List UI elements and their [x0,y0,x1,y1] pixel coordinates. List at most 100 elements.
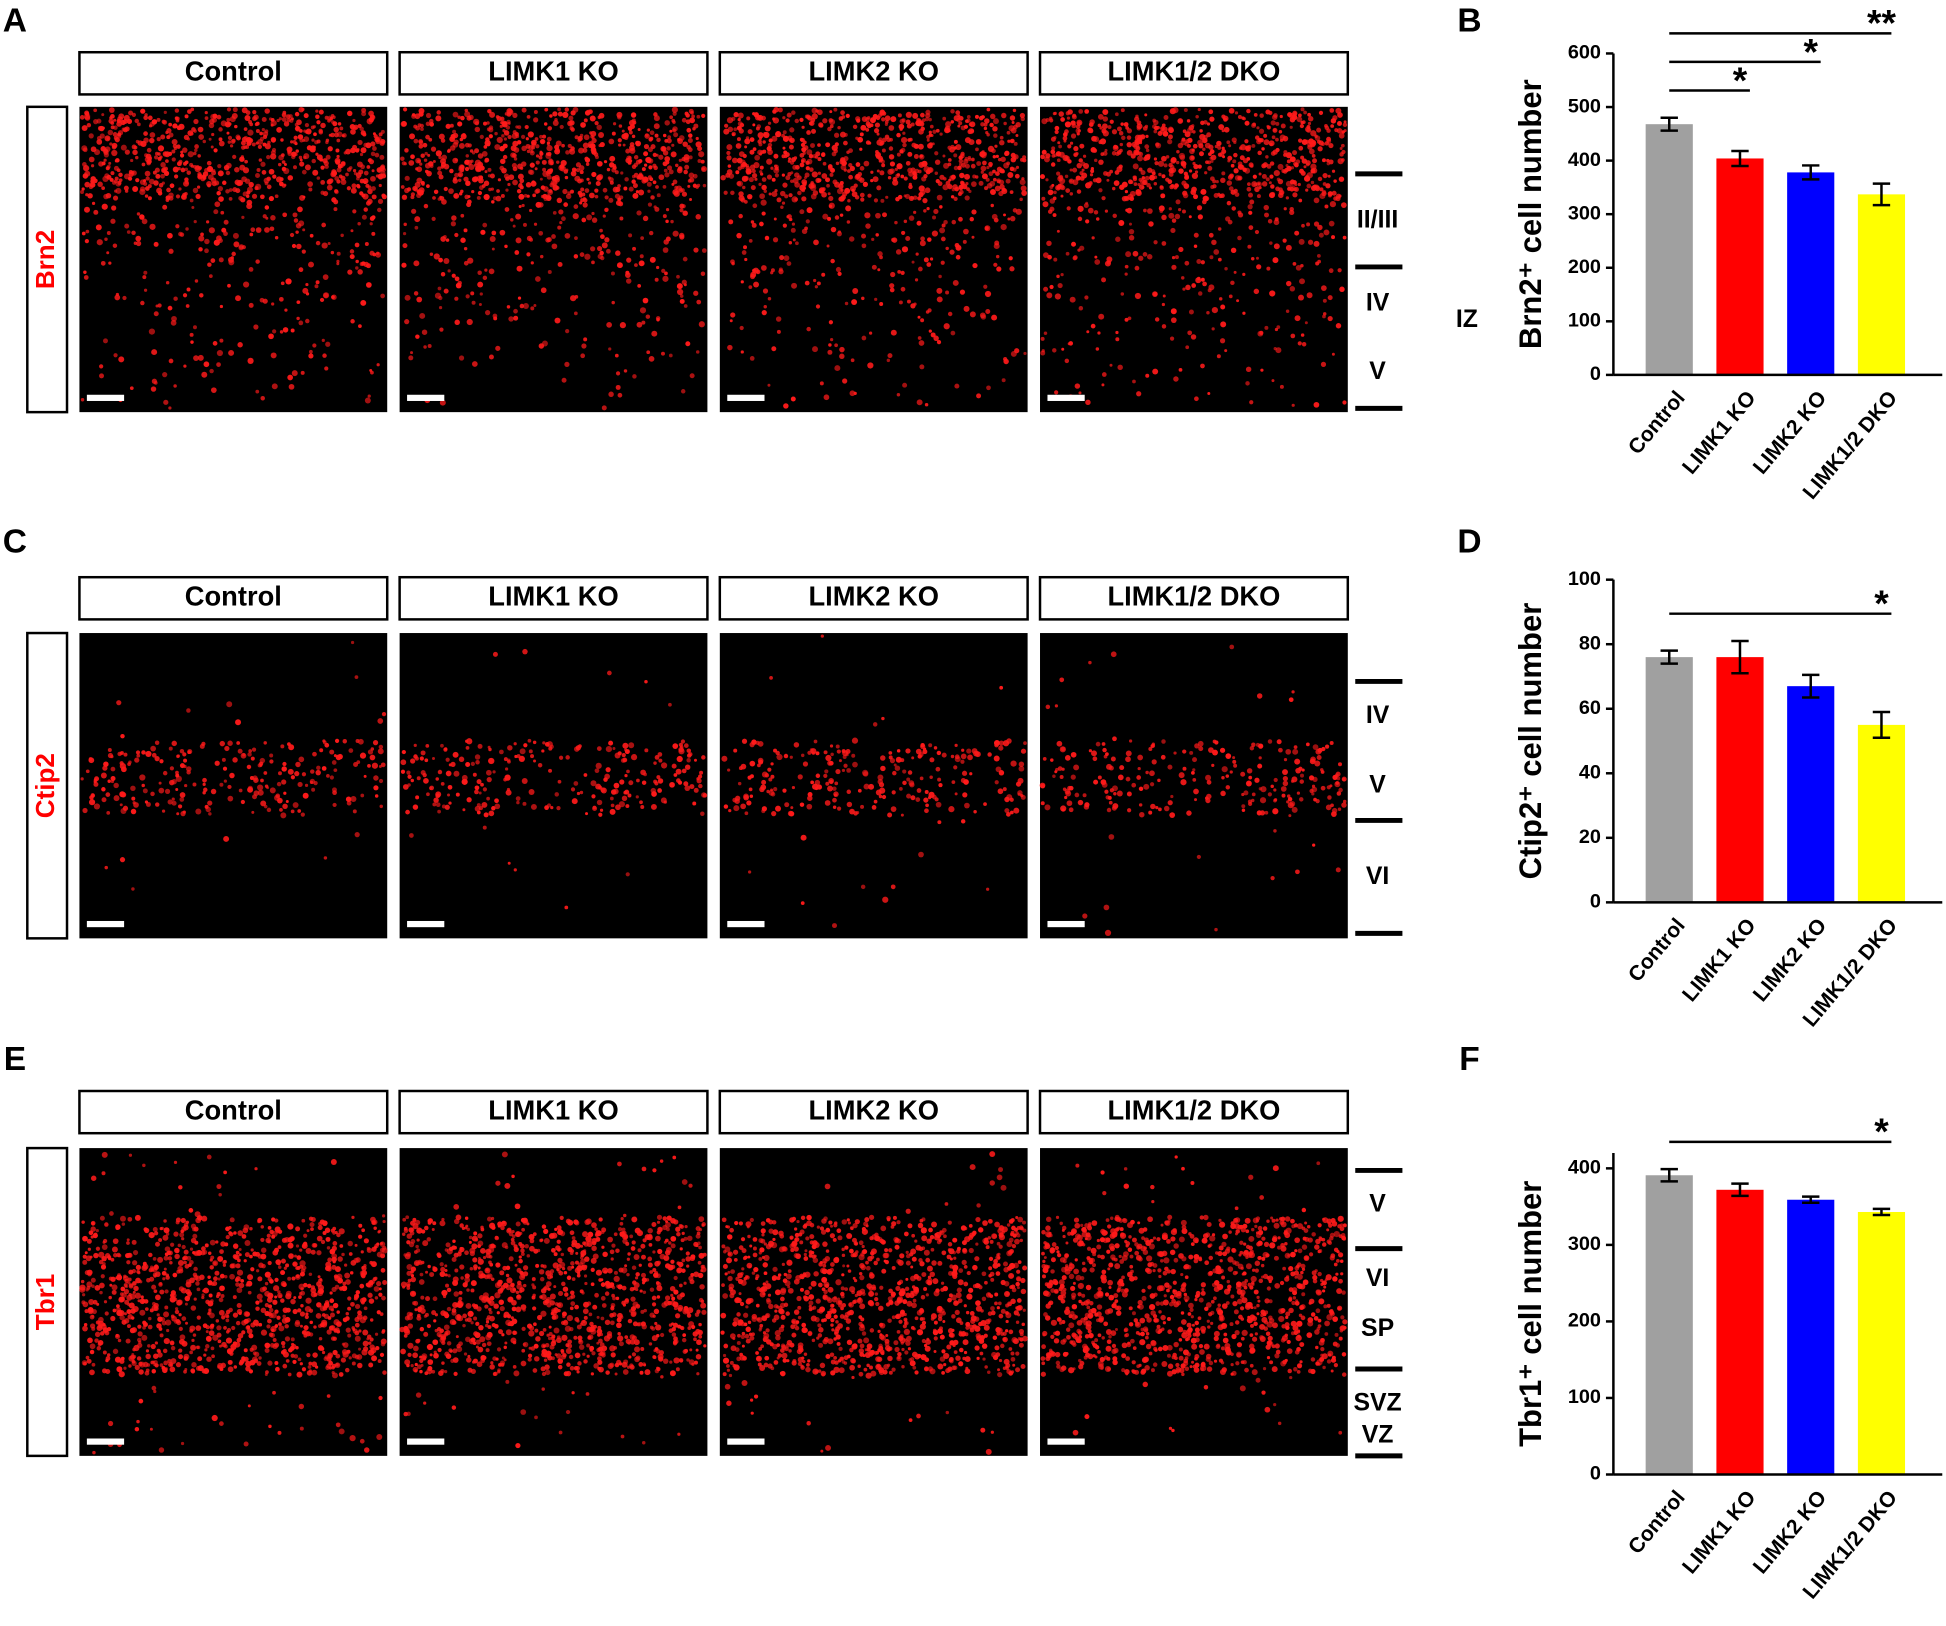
cell [889,283,894,288]
cell [113,132,118,137]
cell [791,283,797,289]
cell [1259,172,1262,175]
cell [252,194,257,199]
cell [1055,293,1061,299]
cell [213,148,217,152]
cell [834,794,837,797]
cell [203,788,207,792]
cell [234,125,237,128]
cell [1192,757,1197,762]
cell [915,278,918,281]
cell [172,157,176,161]
cell [87,123,91,127]
cell [674,773,678,777]
cell [1045,118,1049,122]
cell [1042,150,1047,155]
cell [847,802,852,807]
cell [839,759,842,762]
cell [1254,289,1259,294]
cell [580,134,583,137]
cell [184,784,187,787]
cell [322,353,326,357]
cell [867,116,870,119]
cell [1129,223,1132,226]
scale-bar [1047,395,1084,401]
cell [1121,108,1125,112]
cell [101,787,105,791]
cell [192,782,196,786]
cell [295,126,300,131]
cell [477,282,483,288]
cell [1197,205,1202,210]
cell [1090,173,1093,176]
cell [1247,182,1251,186]
cell [176,812,179,815]
cell [1185,285,1190,290]
cell [110,1316,115,1321]
cell [842,191,847,196]
cell [178,187,181,190]
cell [336,139,340,143]
cell [591,794,595,798]
cell [467,319,473,325]
cell [522,778,528,784]
cell [423,773,427,777]
cell [1235,111,1238,114]
cell [1230,770,1233,773]
cell [152,119,157,124]
cell [789,145,794,150]
cell [1084,109,1089,114]
cell [879,137,883,141]
cell [662,276,668,282]
cell [726,155,731,160]
cell [982,173,988,179]
cell [694,788,699,793]
cell [606,746,612,752]
cell [174,174,178,178]
cell [378,175,383,180]
cell [1192,778,1196,782]
cell [764,305,767,308]
cell [994,743,998,747]
cell [291,328,295,332]
cell [1162,174,1166,178]
cell [233,233,239,239]
cell [611,804,615,808]
cell [689,172,695,178]
cell [956,255,961,260]
cell [133,1291,136,1294]
cell [989,123,993,127]
cell [806,166,810,170]
cell [807,207,813,213]
cell [835,769,840,774]
cell [639,260,645,266]
cell [82,808,87,813]
cell [490,236,496,242]
cell [817,109,823,115]
cell [840,181,844,185]
cell [181,168,186,173]
cell [211,146,214,149]
cell [261,1225,264,1228]
cell [1321,285,1327,291]
cell [198,127,204,133]
cell [263,771,267,775]
cell [637,284,641,288]
cell [789,241,792,244]
cell [578,744,582,748]
cell [311,788,315,792]
cell [1136,190,1142,196]
cell [1249,400,1253,404]
cell [1162,241,1167,246]
cell [688,179,692,183]
cell [203,783,206,786]
cell [668,703,672,707]
cell [818,172,821,175]
cell [493,652,498,657]
cell [654,123,660,129]
cell [1150,782,1154,786]
cell [1010,139,1014,143]
cell [1079,144,1084,149]
cell [257,1276,262,1281]
cell [829,320,833,324]
